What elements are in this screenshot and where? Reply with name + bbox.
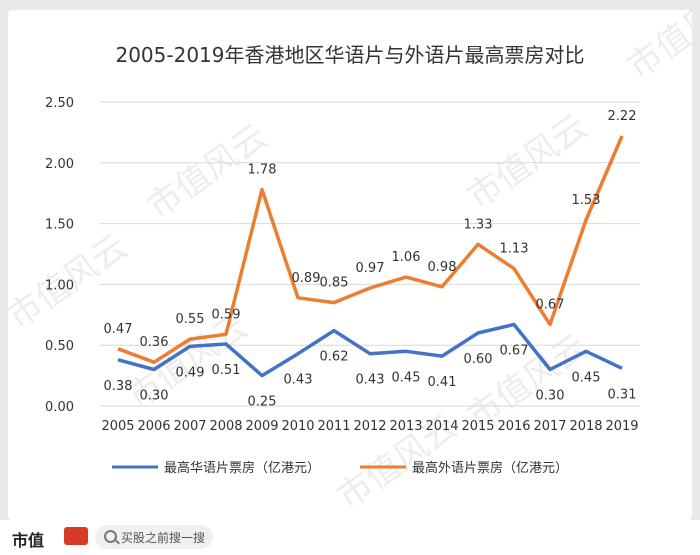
x-tick-label: 2015 (461, 419, 494, 434)
watermark-text: 市值风云 (620, 10, 692, 87)
brand-logo-text: 市值 (12, 531, 45, 550)
x-tick-label: 2011 (317, 419, 350, 434)
data-label-foreign: 1.78 (248, 163, 277, 178)
data-label-foreign: 0.55 (176, 312, 205, 327)
data-label-chinese: 0.38 (104, 379, 133, 394)
y-tick-label: 1.00 (45, 278, 74, 293)
data-label-chinese: 0.49 (176, 365, 205, 380)
brand-logo-icon (64, 527, 88, 545)
x-tick-label: 2019 (605, 419, 638, 434)
data-label-chinese: 0.25 (248, 395, 277, 410)
y-tick-label: 2.50 (45, 96, 74, 111)
x-tick-label: 2012 (353, 419, 386, 434)
search-icon (104, 530, 117, 543)
data-label-chinese: 0.43 (284, 373, 313, 388)
y-tick-label: 1.50 (45, 218, 74, 233)
data-label-chinese: 0.31 (608, 387, 637, 402)
data-label-foreign: 0.97 (356, 261, 385, 276)
data-label-foreign: 1.13 (500, 242, 529, 257)
x-tick-label: 2007 (173, 419, 206, 434)
x-tick-label: 2016 (497, 419, 530, 434)
x-tick-label: 2006 (137, 419, 170, 434)
y-axis-ticks: 0.00 0.50 1.00 1.50 2.00 2.50 (45, 96, 74, 415)
data-label-foreign: 1.33 (464, 217, 493, 232)
data-label-foreign: 0.36 (140, 335, 169, 350)
data-label-foreign: 0.67 (536, 298, 565, 313)
chart-card: 市值风云 市值风云 市值风云 市值风云 市值风云 市值风云 市值风云 2005-2019年香… (8, 10, 692, 520)
data-label-foreign: 0.85 (320, 276, 349, 291)
data-label-foreign: 0.59 (212, 307, 241, 322)
search-placeholder: 买股之前搜一搜 (121, 531, 206, 545)
data-label-chinese: 0.45 (392, 370, 421, 385)
data-label-foreign: 1.06 (392, 250, 421, 265)
series-line-chinese (117, 322, 623, 378)
data-label-foreign: 0.98 (428, 260, 457, 275)
data-label-foreign: 1.53 (572, 193, 601, 208)
data-label-chinese: 0.41 (428, 375, 457, 390)
series-layer (117, 135, 624, 378)
grid-lines (100, 101, 640, 407)
data-label-foreign: 2.22 (608, 109, 637, 124)
y-tick-label: 2.00 (45, 157, 74, 172)
footer-bar: 市值 买股之前搜一搜 (0, 520, 700, 555)
x-tick-label: 2009 (245, 419, 278, 434)
x-tick-label: 2008 (209, 419, 242, 434)
legend: 最高华语片票房（亿港元） 最高外语片票房（亿港元） (112, 460, 568, 476)
data-label-foreign: 0.89 (292, 271, 321, 286)
x-tick-label: 2018 (569, 419, 602, 434)
search-box[interactable]: 买股之前搜一搜 (95, 525, 213, 549)
x-tick-label: 2017 (533, 419, 566, 434)
data-label-chinese: 0.43 (356, 373, 385, 388)
data-label-chinese: 0.62 (320, 350, 349, 365)
data-label-chinese: 0.30 (140, 389, 169, 404)
data-label-chinese: 0.30 (536, 389, 565, 404)
x-tick-label: 2014 (425, 419, 458, 434)
y-tick-label: 0.00 (45, 400, 74, 415)
legend-label-chinese: 最高华语片票房（亿港元） (164, 460, 320, 476)
data-label-chinese: 0.51 (212, 363, 241, 378)
y-tick-label: 0.50 (45, 339, 74, 354)
data-label-chinese: 0.67 (500, 344, 529, 359)
x-tick-label: 2013 (389, 419, 422, 434)
legend-label-foreign: 最高外语片票房（亿港元） (412, 460, 568, 476)
data-labels: 0.38 0.30 0.49 0.51 0.25 0.43 0.62 0.43 0.45 0.41… (104, 109, 637, 410)
data-label-chinese: 0.60 (464, 352, 493, 367)
x-tick-label: 2005 (101, 419, 134, 434)
data-label-foreign: 0.47 (104, 322, 133, 337)
series-line-foreign (117, 135, 624, 364)
x-tick-label: 2010 (281, 419, 314, 434)
x-axis-ticks: 2005 2006 2007 2008 2009 2010 2011 2012 2013 2014… (101, 419, 638, 434)
data-label-chinese: 0.45 (572, 370, 601, 385)
chart-title: 2005-2019年香港地区华语片与外语片最高票房对比 (115, 43, 584, 67)
